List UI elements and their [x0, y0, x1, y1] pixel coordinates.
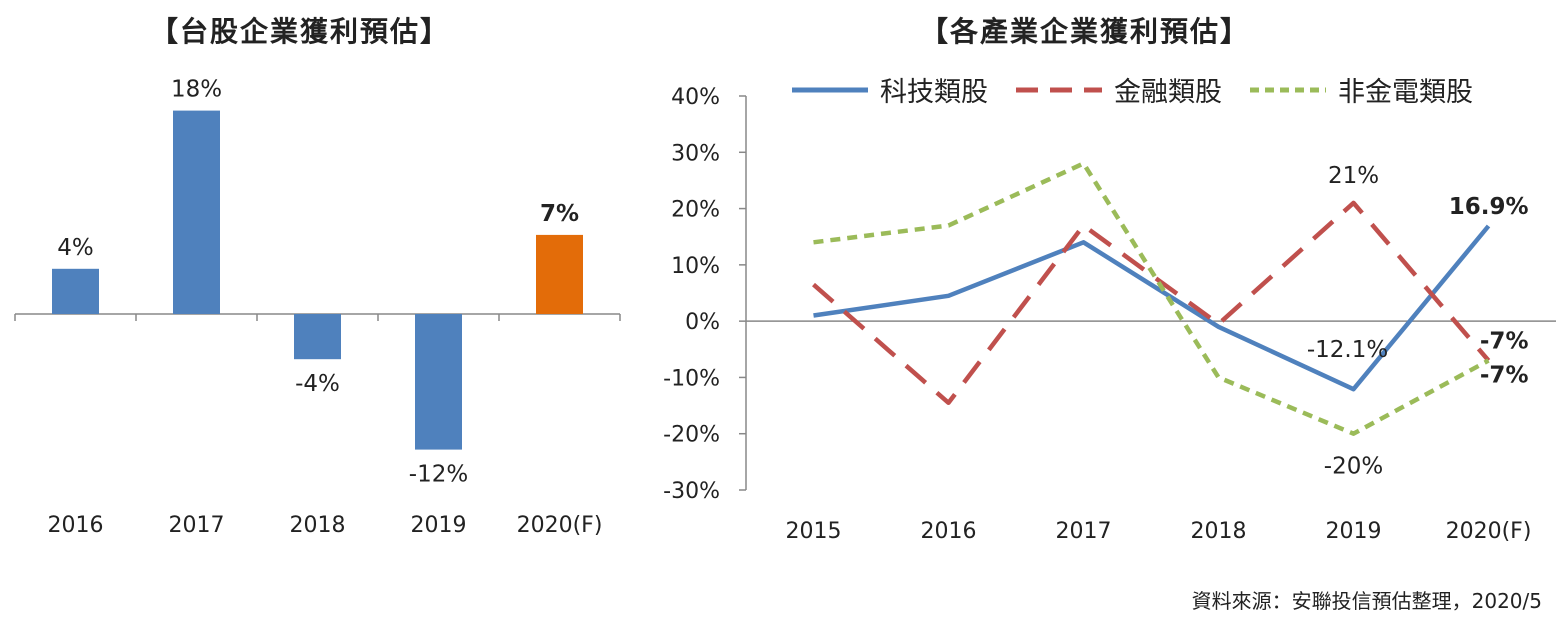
- line-annotation: -12.1%: [1307, 337, 1388, 363]
- bar-value-label: 7%: [540, 201, 579, 227]
- series-line-0: [813, 224, 1491, 392]
- left-chart-title: 【台股企業獲利預估】: [150, 15, 451, 48]
- line-annotation: -7%: [1480, 363, 1529, 389]
- line-y-tick-label: -10%: [663, 366, 720, 391]
- line-y-tick-label: -30%: [663, 479, 720, 504]
- line-x-tick-label: 2017: [1056, 519, 1112, 544]
- line-y-tick-label: 0%: [685, 310, 720, 335]
- line-annotation: -20%: [1324, 454, 1383, 480]
- legend-swatch-finance: [1016, 87, 1102, 92]
- legend-item-finance: 金融類股: [1014, 70, 1222, 109]
- line-y-tick-label: 30%: [671, 141, 720, 166]
- legend-label-nonfin: 非金電類股: [1338, 77, 1473, 108]
- bar-2017: [173, 110, 220, 314]
- bar-2020(F): [536, 234, 583, 314]
- legend-label-finance: 金融類股: [1114, 77, 1222, 108]
- line-x-tick-label: 2018: [1191, 519, 1247, 544]
- legend-item-tech: 科技類股: [790, 70, 988, 109]
- legend: 科技類股 金融類股 非金電類股: [790, 70, 1473, 109]
- line-x-tick-label: 2015: [786, 519, 842, 544]
- bar-category-label: 2017: [169, 513, 225, 538]
- bar-category-label: 2016: [48, 513, 104, 538]
- line-y-tick-label: 10%: [671, 254, 720, 279]
- bar-2019: [415, 314, 462, 450]
- bar-value-label: 4%: [57, 235, 94, 261]
- line-x-tick-label: 2020(F): [1446, 519, 1532, 544]
- bar-2016: [52, 268, 99, 314]
- line-x-tick-label: 2019: [1326, 519, 1382, 544]
- line-y-tick-label: 20%: [671, 198, 720, 223]
- line-y-tick-label: 40%: [671, 85, 720, 110]
- legend-swatch-nonfin: [1250, 87, 1326, 92]
- legend-swatch-tech: [792, 87, 868, 92]
- bar-2018: [294, 314, 341, 360]
- line-y-tick-label: -20%: [663, 423, 720, 448]
- series-line-2: [813, 161, 1490, 436]
- line-annotation: -7%: [1480, 329, 1529, 355]
- line-x-tick-label: 2016: [921, 519, 977, 544]
- line-annotation: 16.9%: [1449, 194, 1529, 220]
- right-chart-title: 【各產業企業獲利預估】: [920, 15, 1251, 48]
- bar-value-label: 18%: [171, 77, 222, 103]
- series-line-1: [812, 200, 1491, 406]
- bar-value-label: -12%: [409, 462, 468, 488]
- source-note: 資料來源：安聯投信預估整理，2020/5: [1191, 589, 1542, 613]
- line-annotation: 21%: [1328, 163, 1379, 189]
- legend-label-tech: 科技類股: [880, 77, 988, 108]
- bar-category-label: 2020(F): [517, 513, 603, 538]
- bar-category-label: 2018: [290, 513, 346, 538]
- legend-item-nonfin: 非金電類股: [1248, 70, 1473, 109]
- bar-value-label: -4%: [295, 371, 340, 397]
- bar-category-label: 2019: [411, 513, 467, 538]
